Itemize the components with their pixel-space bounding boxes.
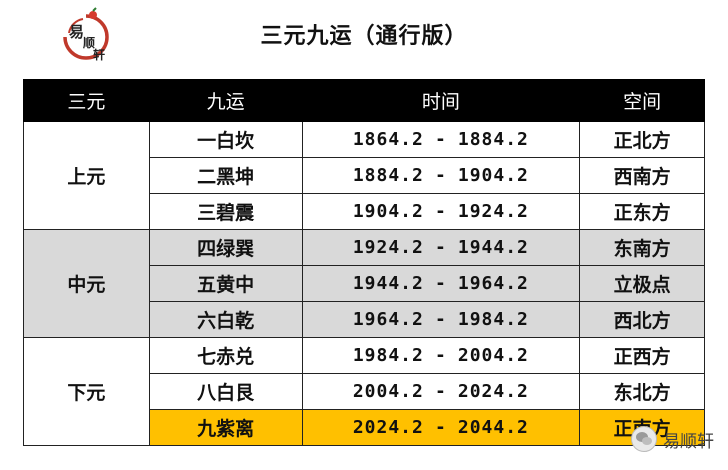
table-row: 上元 一白坎 1864.2-1884.2 正北方 (23, 121, 705, 230)
time-cell: 1964.2-1984.2 (301, 301, 581, 338)
wechat-icon (631, 426, 657, 452)
space-cell: 正东方 (579, 193, 705, 230)
time-cell: 2004.2-2024.2 (301, 373, 581, 410)
yun-cell: 二黑坤 (148, 157, 303, 194)
space-cell: 东南方 (579, 229, 705, 266)
yun-cell: 七赤兑 (148, 337, 303, 374)
logo: 易 顺 轩 (57, 7, 115, 65)
svg-text:轩: 轩 (93, 47, 105, 62)
time-cell: 1924.2-1944.2 (301, 229, 581, 266)
sanyuan-jiuyun-table: 三元 九运 时间 空间 上元 一白坎 1864.2-1884.2 正北方 二黑坤… (23, 79, 705, 446)
group-cell: 中元 (23, 229, 150, 338)
svg-text:顺: 顺 (83, 35, 95, 50)
time-cell: 1864.2-1884.2 (301, 121, 581, 158)
yun-cell: 九紫离 (148, 409, 303, 446)
table-row: 五黄中 1944.2-1964.2 立极点 (24, 265, 705, 302)
header-time: 时间 (301, 79, 581, 122)
group-cell: 下元 (23, 337, 150, 446)
space-cell: 立极点 (579, 265, 705, 302)
yun-cell: 八白艮 (148, 373, 303, 410)
svg-text:易: 易 (69, 23, 84, 41)
table-row: 三碧震 1904.2-1924.2 正东方 (24, 193, 705, 230)
watermark: 易顺轩 (631, 426, 714, 452)
yun-cell: 一白坎 (148, 121, 303, 158)
time-cell: 1944.2-1964.2 (301, 265, 581, 302)
table-row-highlighted: 九紫离 2024.2-2044.2 正南方 (24, 409, 705, 446)
time-cell: 1984.2-2004.2 (301, 337, 581, 374)
space-cell: 正北方 (579, 121, 705, 158)
table-row: 六白乾 1964.2-1984.2 西北方 (24, 301, 705, 338)
group-cell: 上元 (23, 121, 150, 230)
yun-cell: 三碧震 (148, 193, 303, 230)
space-cell: 西南方 (579, 157, 705, 194)
table-row: 二黑坤 1884.2-1904.2 西南方 (24, 157, 705, 194)
table-row: 下元 七赤兑 1984.2-2004.2 正西方 (23, 337, 705, 446)
time-cell: 1884.2-1904.2 (301, 157, 581, 194)
header-jiuyun: 九运 (148, 79, 303, 122)
space-cell: 正西方 (579, 337, 705, 374)
header-sanyuan: 三元 (23, 79, 150, 122)
time-cell: 2024.2-2044.2 (301, 409, 581, 446)
space-cell: 西北方 (579, 301, 705, 338)
yun-cell: 四绿巽 (148, 229, 303, 266)
watermark-text: 易顺轩 (663, 431, 714, 452)
table-row: 中元 四绿巽 1924.2-1944.2 东南方 (23, 229, 705, 338)
page-title: 三元九运（通行版） (260, 24, 468, 49)
space-cell: 东北方 (579, 373, 705, 410)
table-header-row: 三元 九运 时间 空间 (23, 79, 705, 122)
yun-cell: 五黄中 (148, 265, 303, 302)
time-cell: 1904.2-1924.2 (301, 193, 581, 230)
yun-cell: 六白乾 (148, 301, 303, 338)
header-space: 空间 (579, 79, 705, 122)
